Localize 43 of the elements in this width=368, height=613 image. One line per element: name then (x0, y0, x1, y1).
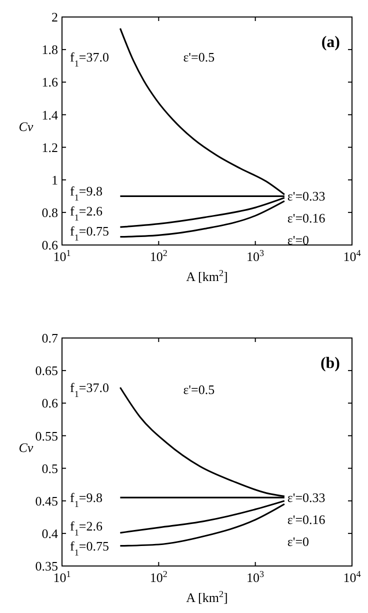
series-label: f$_{1}$=2.6 (70, 204, 103, 223)
annotation: ε'=0.16 (287, 512, 326, 528)
x-axis-title: A [km$^{2}$] (186, 268, 228, 284)
y-tick-label: 1 (52, 172, 58, 188)
y-axis-title: Cv (18, 440, 34, 455)
y-tick-label: 0.8 (42, 204, 58, 220)
x-tick-label: 10$^{3}$ (246, 248, 265, 264)
annotation: ε'=0.5 (183, 50, 215, 65)
y-tick-label: 0.7 (42, 330, 58, 346)
x-tick-label: 10$^{2}$ (150, 569, 168, 585)
annotation: ε'=0 (287, 232, 310, 248)
legend-label: f$_{1}$=2.6 (70, 518, 103, 538)
y-tick-label: 1.2 (42, 140, 58, 155)
legend-label: f$_{1}$=9.8 (70, 490, 102, 510)
x-tick-label: 10$^{2}$ (150, 248, 168, 264)
y-tick-label: 0.55 (35, 428, 58, 444)
y-tick-label: 1.8 (42, 42, 58, 58)
legend-label: f$_{1}$=0.75 (70, 224, 109, 243)
y-tick-label: 0.45 (35, 493, 58, 508)
x-tick-label: 10$^{4}$ (343, 569, 362, 585)
series-label: f$_{1}$=37.0 (70, 380, 109, 400)
y-axis-title: Cv (18, 119, 34, 134)
annotation: (a) (321, 34, 340, 51)
annotation: ε'=0.33 (287, 188, 326, 204)
x-axis-title: A [km$^{2}$] (186, 589, 228, 605)
annotation: ε'=0.16 (287, 210, 326, 226)
y-tick-label: 1.4 (42, 107, 58, 122)
annotation: ε'=0.5 (183, 382, 215, 397)
legend-label: f$_{1}$=9.8 (70, 184, 102, 203)
y-tick-label: 0.4 (42, 526, 58, 541)
y-tick-label: 1.6 (42, 74, 58, 90)
series-label: f$_{1}$=0.75 (70, 538, 109, 558)
x-tick-label: 10$^{3}$ (246, 569, 265, 585)
legend-label: f$_{1}$=37.0 (70, 50, 109, 69)
y-tick-label: 0.35 (35, 558, 58, 574)
x-tick-label: 10$^{4}$ (343, 248, 362, 264)
y-tick-label: 2 (52, 10, 58, 25)
annotation: ε'=0.33 (287, 490, 326, 506)
annotation: ε'=0 (287, 534, 310, 550)
y-tick-label: 0.65 (35, 363, 58, 378)
annotation: (b) (320, 355, 340, 372)
y-tick-label: 0.5 (42, 460, 58, 476)
y-tick-label: 0.6 (42, 396, 58, 411)
